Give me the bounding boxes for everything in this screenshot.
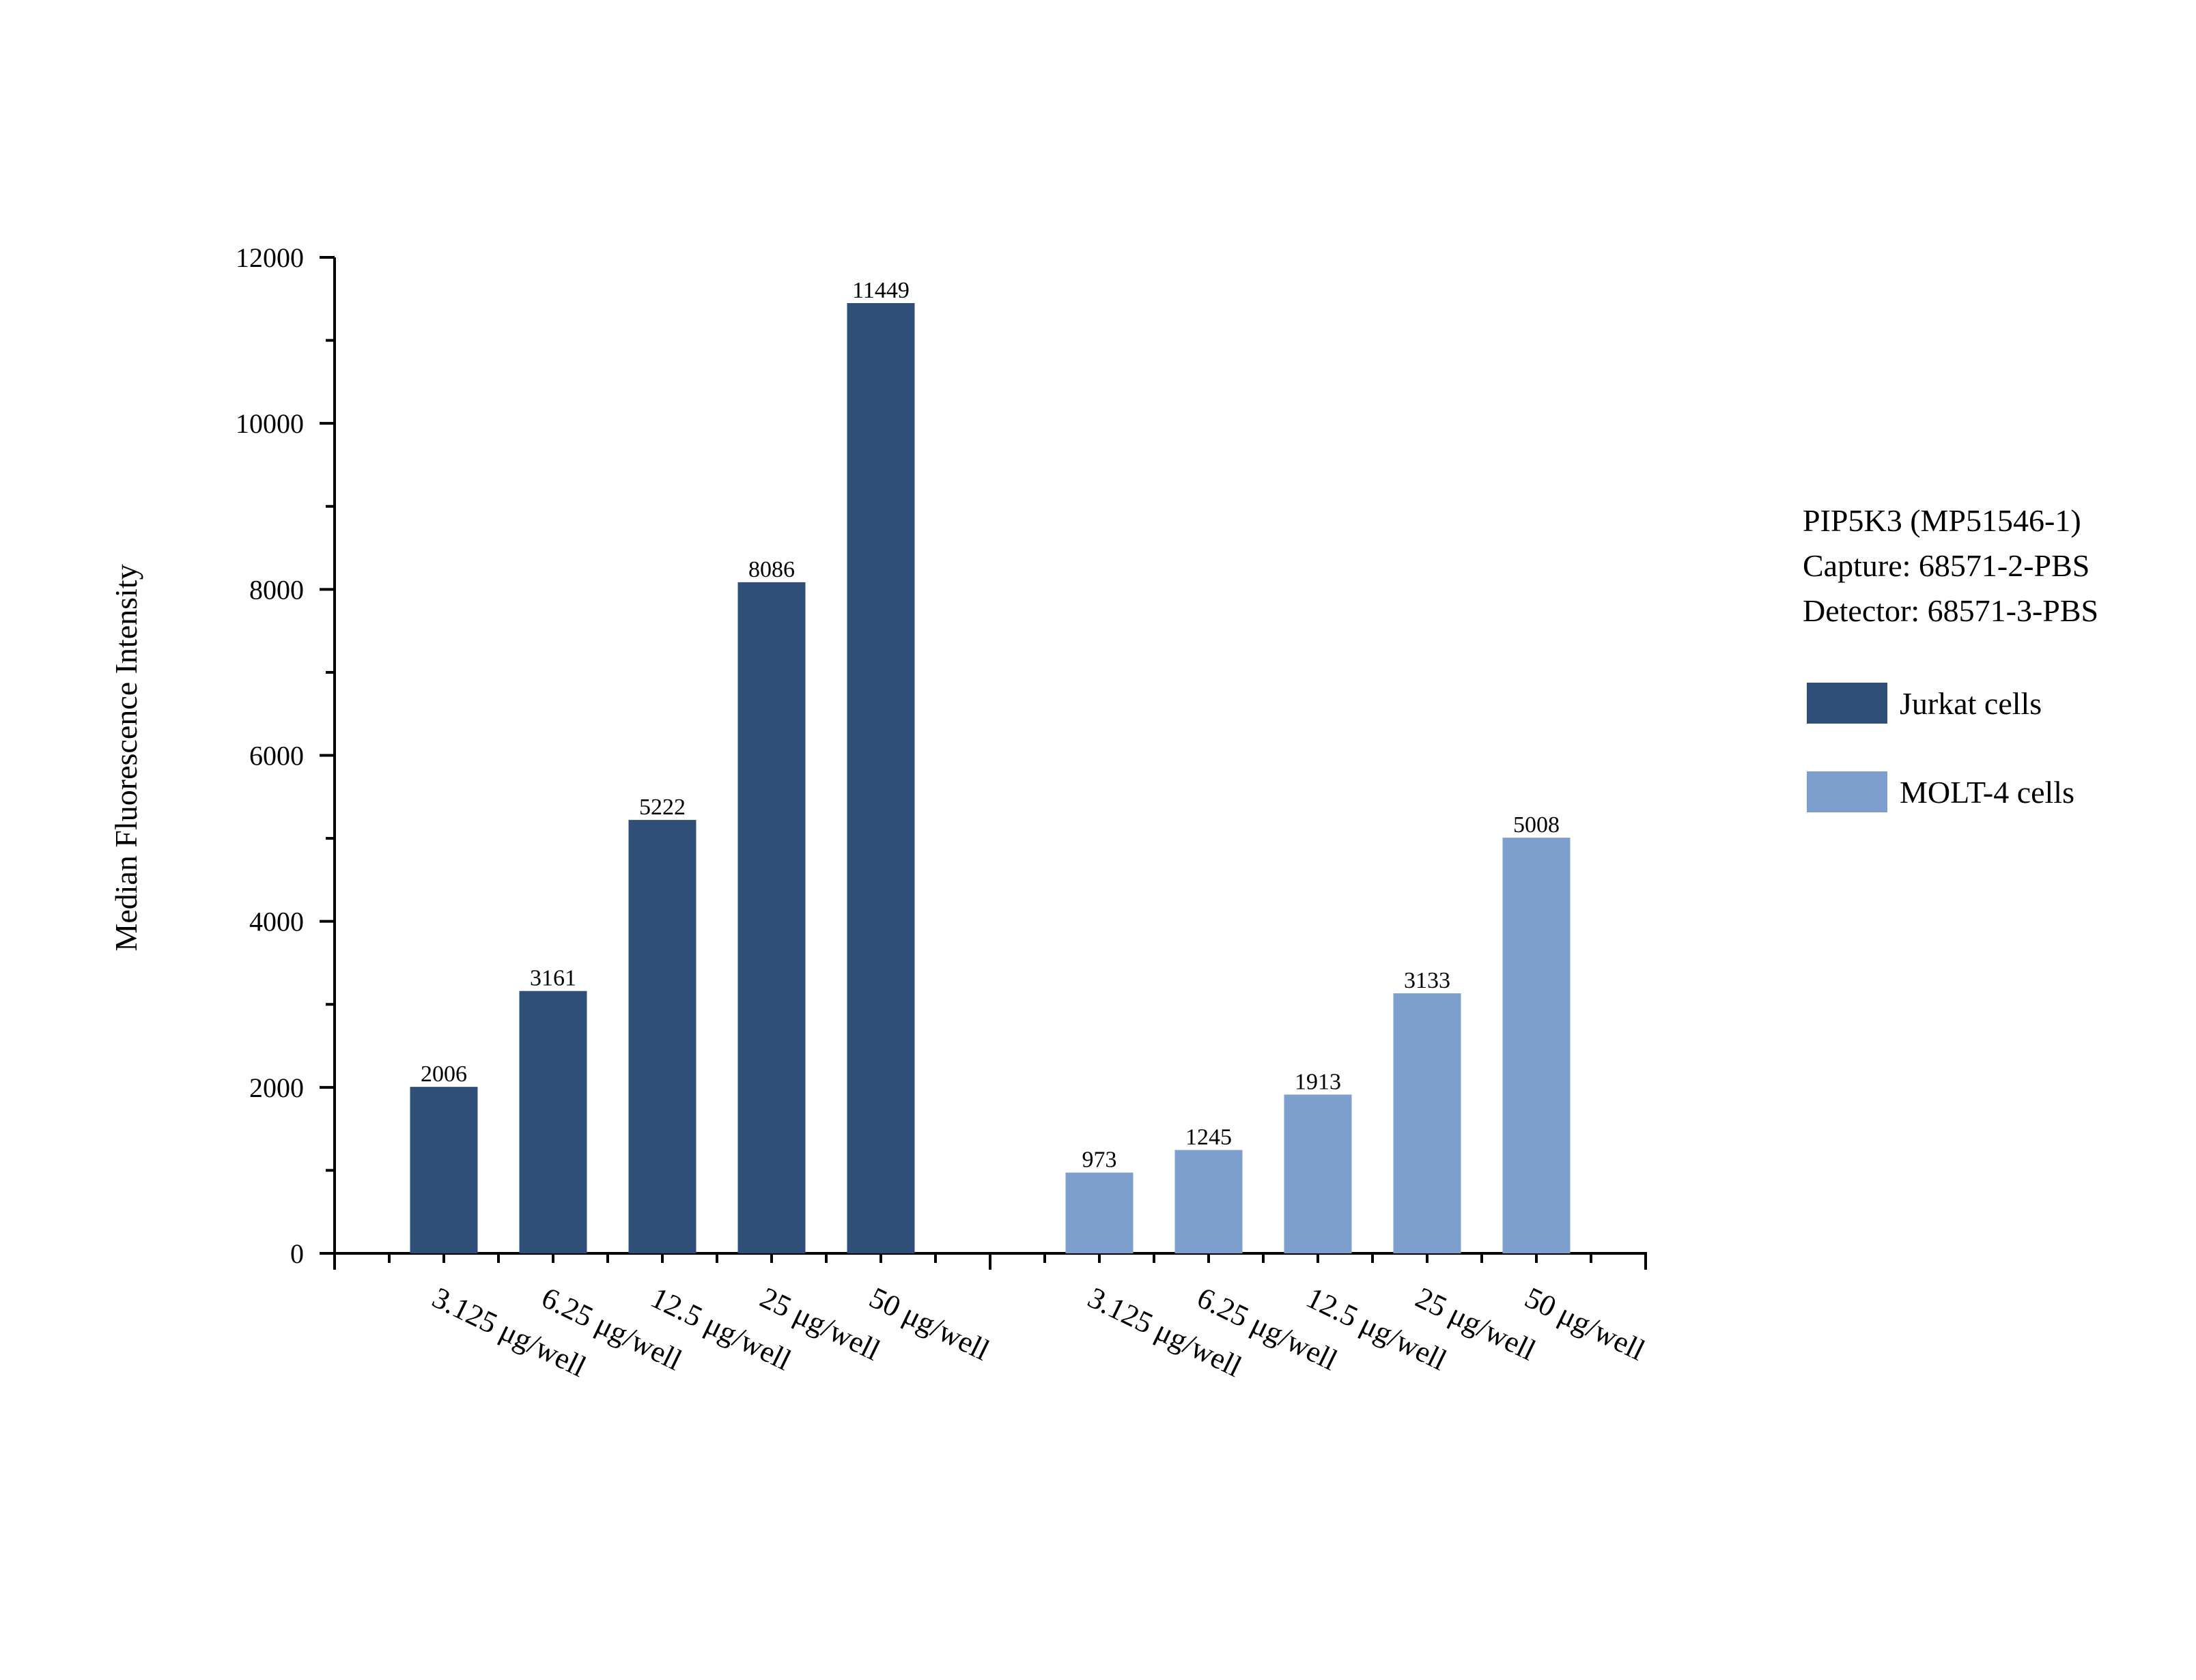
data-label: 3161 bbox=[530, 966, 576, 991]
legend-label: MOLT-4 cells bbox=[1900, 775, 2074, 810]
bar-jurkat-cells-2 bbox=[519, 991, 587, 1253]
legend-label: Jurkat cells bbox=[1900, 686, 2042, 721]
y-tick-label: 0 bbox=[290, 1238, 304, 1269]
y-tick-label: 10000 bbox=[236, 408, 304, 439]
legend: Jurkat cells MOLT-4 cells bbox=[1807, 683, 2074, 812]
info-line-1: PIP5K3 (MP51546-1) bbox=[1803, 503, 2081, 538]
data-label: 1913 bbox=[1295, 1069, 1341, 1094]
chart-info-text: PIP5K3 (MP51546-1) Capture: 68571-2-PBS De… bbox=[1803, 503, 2098, 628]
legend-swatch bbox=[1807, 771, 1887, 812]
data-label: 5008 bbox=[1513, 812, 1560, 838]
bar-molt-4-cells-3 bbox=[1284, 1094, 1352, 1253]
bar-molt-4-cells-5 bbox=[1502, 838, 1571, 1253]
x-category-label: 50 μg/well bbox=[864, 1281, 995, 1367]
y-tick-label: 6000 bbox=[249, 741, 304, 771]
x-category-label: 50 μg/well bbox=[1520, 1281, 1650, 1367]
info-line-3: Detector: 68571-3-PBS bbox=[1803, 593, 2098, 628]
data-label: 2006 bbox=[421, 1062, 467, 1087]
y-tick-label: 12000 bbox=[236, 242, 304, 273]
bar-molt-4-cells-2 bbox=[1174, 1150, 1243, 1253]
bar-jurkat-cells-3 bbox=[628, 820, 696, 1253]
bars bbox=[410, 302, 1571, 1253]
bar-jurkat-cells-4 bbox=[737, 582, 806, 1253]
legend-swatch bbox=[1807, 683, 1887, 724]
data-label: 11449 bbox=[852, 278, 910, 303]
bar-molt-4-cells-4 bbox=[1393, 993, 1461, 1253]
y-tick-label: 2000 bbox=[249, 1072, 304, 1103]
bar-jurkat-cells-1 bbox=[410, 1087, 478, 1253]
y-tick-label: 4000 bbox=[249, 907, 304, 937]
bar-molt-4-cells-1 bbox=[1065, 1172, 1134, 1253]
bar-jurkat-cells-5 bbox=[847, 302, 915, 1253]
info-line-2: Capture: 68571-2-PBS bbox=[1803, 548, 2089, 583]
data-label: 5222 bbox=[639, 795, 686, 820]
data-label: 1245 bbox=[1185, 1125, 1232, 1150]
data-label: 8086 bbox=[748, 557, 795, 582]
y-axis-label: Median Fluorescence Intensity bbox=[109, 564, 143, 951]
data-label: 973 bbox=[1082, 1148, 1117, 1173]
y-tick-label: 8000 bbox=[249, 574, 304, 605]
data-label: 3133 bbox=[1404, 968, 1450, 993]
